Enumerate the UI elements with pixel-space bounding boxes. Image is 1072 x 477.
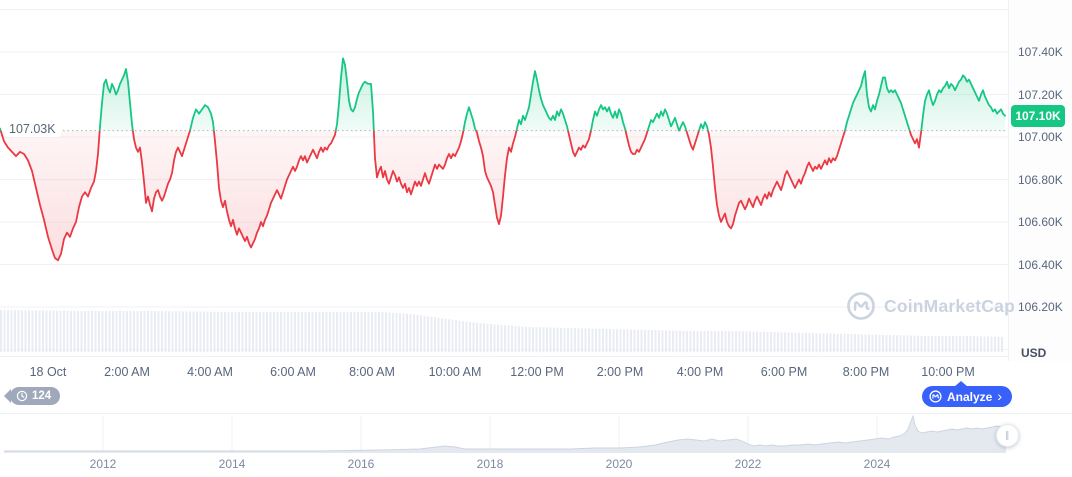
current-price-label: 107.10K	[1015, 108, 1061, 123]
x-axis-label: 6:00 AM	[270, 365, 316, 379]
x-axis-label: 2:00 PM	[596, 365, 644, 379]
year-axis-label: 2024	[863, 457, 891, 471]
x-axis-label: 4:00 PM	[676, 365, 724, 379]
scrubber-handle-right[interactable]: ∥	[996, 424, 1019, 447]
year-axis-label: 2018	[476, 457, 504, 471]
x-axis-label: 12:00 PM	[510, 365, 564, 379]
year-axis-label: 2020	[605, 457, 633, 471]
x-axis-label: 10:00 AM	[428, 365, 482, 379]
y-axis-label: 106.80K	[1018, 172, 1063, 187]
time-axis[interactable]: 18 Oct 2:00 AM 4:00 AM 6:00 AM 8:00 AM 10:00 …	[0, 356, 1008, 383]
price-line-up	[0, 57, 1006, 131]
drag-handle-icon: ∥	[1004, 430, 1011, 440]
y-axis-label: 106.40K	[1018, 257, 1063, 272]
y-axis-label: 106.20K	[1018, 300, 1063, 314]
analyze-button-label: Analyze	[947, 389, 993, 404]
history-area-edge	[4, 415, 1007, 452]
cmc-logo-icon	[929, 390, 942, 403]
current-price-badge: 107.10K	[1011, 104, 1065, 127]
y-axis-label: 107.40K	[1018, 45, 1063, 59]
year-axis-label: 2016	[347, 457, 375, 471]
baseline-price-label: 107.03K	[4, 121, 61, 137]
x-axis-label: 4:00 AM	[187, 365, 233, 379]
y-axis-label: 107.00K	[1018, 130, 1063, 144]
year-axis-label: 2012	[89, 457, 117, 471]
x-axis-label: 6:00 PM	[760, 365, 808, 379]
history-area-fill	[4, 416, 1006, 453]
x-axis-label: 18 Oct	[29, 365, 67, 379]
chevron-right-icon: ›	[997, 388, 1003, 404]
year-axis-label: 2014	[218, 457, 246, 471]
x-axis-label: 10:00 PM	[921, 365, 975, 379]
price-axis[interactable]: 107.40K 107.20K 107.00K 106.80K 106.60K 106.4…	[1008, 0, 1072, 361]
timeline-scrubber[interactable]: 2012 2014 2016 2018 2020 2022 2024 ∥	[0, 413, 1072, 477]
history-clock-icon	[16, 390, 28, 402]
y-axis-label: 106.60K	[1018, 215, 1063, 229]
x-axis-label: 8:00 AM	[349, 365, 395, 379]
price-chart[interactable]: 107.03K	[0, 0, 1008, 356]
x-axis-label: 2:00 AM	[104, 365, 150, 379]
year-axis-label: 2022	[734, 457, 762, 471]
analyze-button[interactable]: Analyze ›	[922, 381, 1013, 407]
bar-count-badge[interactable]: 124	[10, 387, 61, 405]
price-chart-canvas[interactable]	[0, 0, 1008, 356]
x-axis-label: 8:00 PM	[842, 365, 890, 379]
volume-bars	[0, 310, 1003, 353]
timeline-chart-canvas[interactable]	[0, 415, 1012, 455]
bar-count-label: 124	[32, 390, 52, 402]
area-fill-below-baseline	[0, 130, 1005, 261]
y-axis-label: 107.20K	[1018, 87, 1063, 102]
currency-unit-label: USD	[1021, 346, 1047, 360]
